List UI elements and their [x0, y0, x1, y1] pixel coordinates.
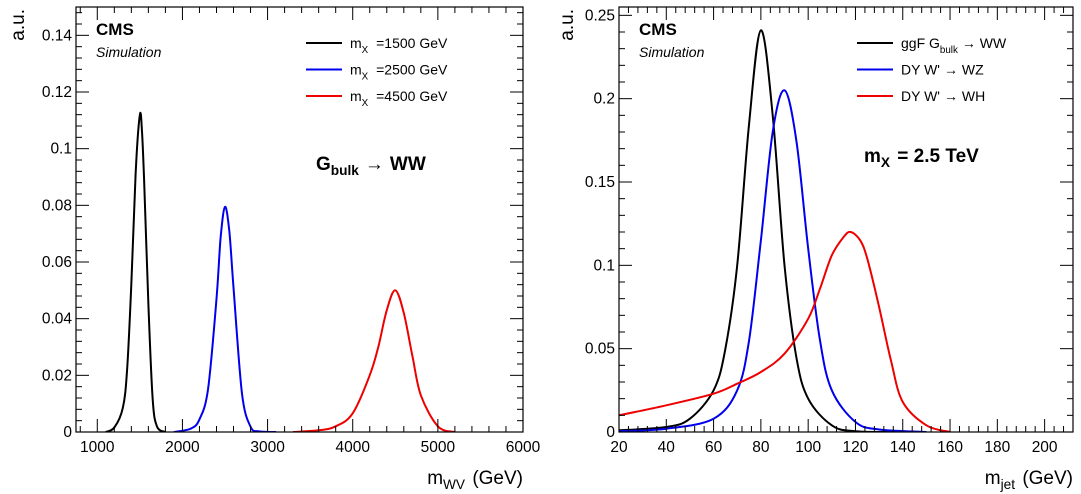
y-tick-label: 0.14 [42, 27, 73, 44]
x-tick-label: 2000 [165, 439, 200, 456]
legend-main: m [350, 62, 362, 78]
legend-main: m [350, 35, 362, 51]
x-axis-title: mjet (GeV) [985, 468, 1073, 492]
series-line-3 [619, 230, 951, 432]
x-tick-label: 80 [752, 439, 770, 456]
y-tick-label: 0 [606, 424, 615, 441]
annotation: Gbulk → WW [316, 154, 426, 178]
experiment-label: CMS [639, 20, 677, 39]
x-tick-label: 6000 [506, 439, 541, 456]
y-axis-title: a.u. [557, 9, 578, 41]
legend-rest: → WW [962, 35, 1007, 51]
legend-main: DY W' [901, 88, 940, 104]
legend-sub: X [362, 72, 369, 83]
chart-2: 20 40 60 80 100 120 140 160 180 200 0 0.05 0.1 0.15 0.… [557, 6, 1074, 492]
x-axis-title-main: m [985, 468, 1001, 489]
annotation: mX = 2.5 TeV [864, 146, 979, 170]
legend-sub: X [362, 98, 369, 109]
y-tick-label: 0 [63, 424, 72, 441]
legend-rest: → WZ [944, 62, 984, 78]
chart-1: 1000 2000 3000 4000 5000 6000 0 0.02 0.04 0.06 0.0… [8, 6, 541, 492]
x-tick-label: 140 [890, 439, 916, 456]
x-tick-label: 3000 [250, 439, 285, 456]
x-axis-title: mWV (GeV) [427, 468, 523, 492]
series-line-3 [293, 289, 456, 432]
legend-entry: ggF Gbulk → WW [901, 35, 1007, 56]
legend-rest: =2500 GeV [372, 62, 448, 78]
legend-rest: → WH [944, 88, 985, 104]
y-tick-label: 0.2 [593, 91, 615, 108]
x-axis-title-rest: (GeV) [467, 468, 523, 489]
legend-sub: X [362, 45, 369, 56]
legend-rest: =4500 GeV [372, 88, 448, 104]
annotation-main: G [316, 154, 331, 175]
annotation-arrow: → [365, 154, 384, 175]
x-tick-label: 40 [658, 439, 676, 456]
legend-sub: bulk [940, 45, 958, 56]
x-tick-label: 200 [1032, 439, 1058, 456]
legend-main: DY W' [901, 62, 940, 78]
x-tick-label: 100 [795, 439, 821, 456]
annotation-main: m [864, 146, 881, 167]
y-tick-label: 0.25 [585, 7, 615, 24]
legend-entry: mX =1500 GeV [350, 35, 448, 56]
x-tick-label: 60 [705, 439, 723, 456]
legend-entry: mX =4500 GeV [350, 88, 448, 109]
x-tick-label: 5000 [421, 439, 456, 456]
series-line-1 [619, 29, 903, 432]
y-tick-label: 0.04 [42, 311, 73, 328]
x-tick-label: 20 [610, 439, 628, 456]
legend-rest: =1500 GeV [372, 35, 448, 51]
x-axis-title-sub: jet [1000, 477, 1016, 492]
x-tick-label: 160 [937, 439, 963, 456]
y-tick-label: 0.02 [42, 367, 72, 384]
x-tick-label: 180 [984, 439, 1010, 456]
legend-main: ggF G [901, 35, 940, 51]
x-tick-label: 1000 [80, 439, 115, 456]
series-line-2 [619, 89, 927, 432]
y-tick-label: 0.12 [42, 84, 72, 101]
subtitle: Simulation [639, 44, 705, 60]
x-axis-title-main: m [427, 468, 443, 489]
y-tick-label: 0.1 [593, 257, 615, 274]
legend-entry: DY W' → WH [901, 88, 985, 104]
legend-main: m [350, 88, 362, 104]
annotation-rest: WW [390, 154, 426, 175]
x-tick-label: 120 [843, 439, 869, 456]
y-tick-label: 0.06 [42, 254, 72, 271]
x-axis-title-sub: WV [443, 477, 466, 492]
x-axis-title-rest: (GeV) [1017, 468, 1073, 489]
y-axis-title: a.u. [8, 9, 29, 41]
y-tick-label: 0.1 [50, 141, 72, 158]
y-tick-label: 0.08 [42, 197, 72, 214]
legend-entry: mX =2500 GeV [350, 62, 448, 83]
annotation-sub: bulk [331, 163, 360, 178]
plot-frame [618, 6, 1074, 433]
series-line-2 [173, 205, 277, 432]
y-tick-label: 0.05 [585, 341, 615, 358]
y-tick-label: 0.15 [585, 174, 615, 191]
annotation-rest: = 2.5 TeV [892, 146, 979, 167]
annotation-sub: X [881, 155, 890, 170]
series-line-1 [105, 111, 166, 432]
legend-entry: DY W' → WZ [901, 62, 984, 78]
subtitle: Simulation [96, 44, 162, 60]
plot-frame [75, 6, 524, 433]
experiment-label: CMS [96, 20, 134, 39]
x-tick-label: 4000 [335, 439, 370, 456]
